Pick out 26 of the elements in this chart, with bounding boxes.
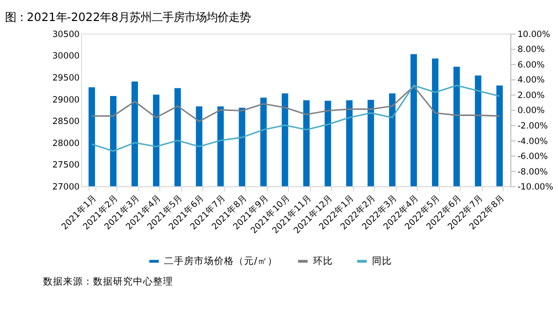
line-series xyxy=(91,86,500,122)
source-note: 数据来源：数据研究中心整理 xyxy=(42,275,173,288)
y2-tick-label: 4.00% xyxy=(517,76,545,86)
y2-tick-label: -8.00% xyxy=(517,167,548,178)
y-tick-label: 30500 xyxy=(52,30,80,40)
y-tick-label: 28500 xyxy=(52,117,80,128)
y2-tick-label: 0.00% xyxy=(517,106,545,116)
y-tick-label: 29500 xyxy=(52,74,80,84)
y2-tick-label: 2.00% xyxy=(517,90,545,101)
legend-label: 环比 xyxy=(312,255,333,268)
line-series xyxy=(91,84,500,152)
y-tick-label: 30000 xyxy=(52,52,80,62)
legend-label: 二手房市场价格（元/㎡） xyxy=(164,255,278,268)
y2-tick-label: 6.00% xyxy=(517,60,545,70)
y2-tick-label: -4.00% xyxy=(517,136,548,147)
y-tick-label: 27000 xyxy=(52,182,80,193)
legend-label: 同比 xyxy=(372,255,392,268)
y2-tick-label: -10.00% xyxy=(517,182,554,193)
y-tick-label: 29000 xyxy=(52,95,80,106)
chart-title: 图：2021年-2022年8月苏州二手房市场均价走势 xyxy=(4,10,250,24)
y-tick-label: 27500 xyxy=(52,160,80,171)
y2-tick-label: 8.00% xyxy=(517,45,545,56)
y2-tick-label: -2.00% xyxy=(517,121,548,132)
y2-tick-label: 10.00% xyxy=(517,30,550,40)
y2-tick-label: -6.00% xyxy=(517,152,548,162)
y-tick-label: 28000 xyxy=(52,138,80,149)
